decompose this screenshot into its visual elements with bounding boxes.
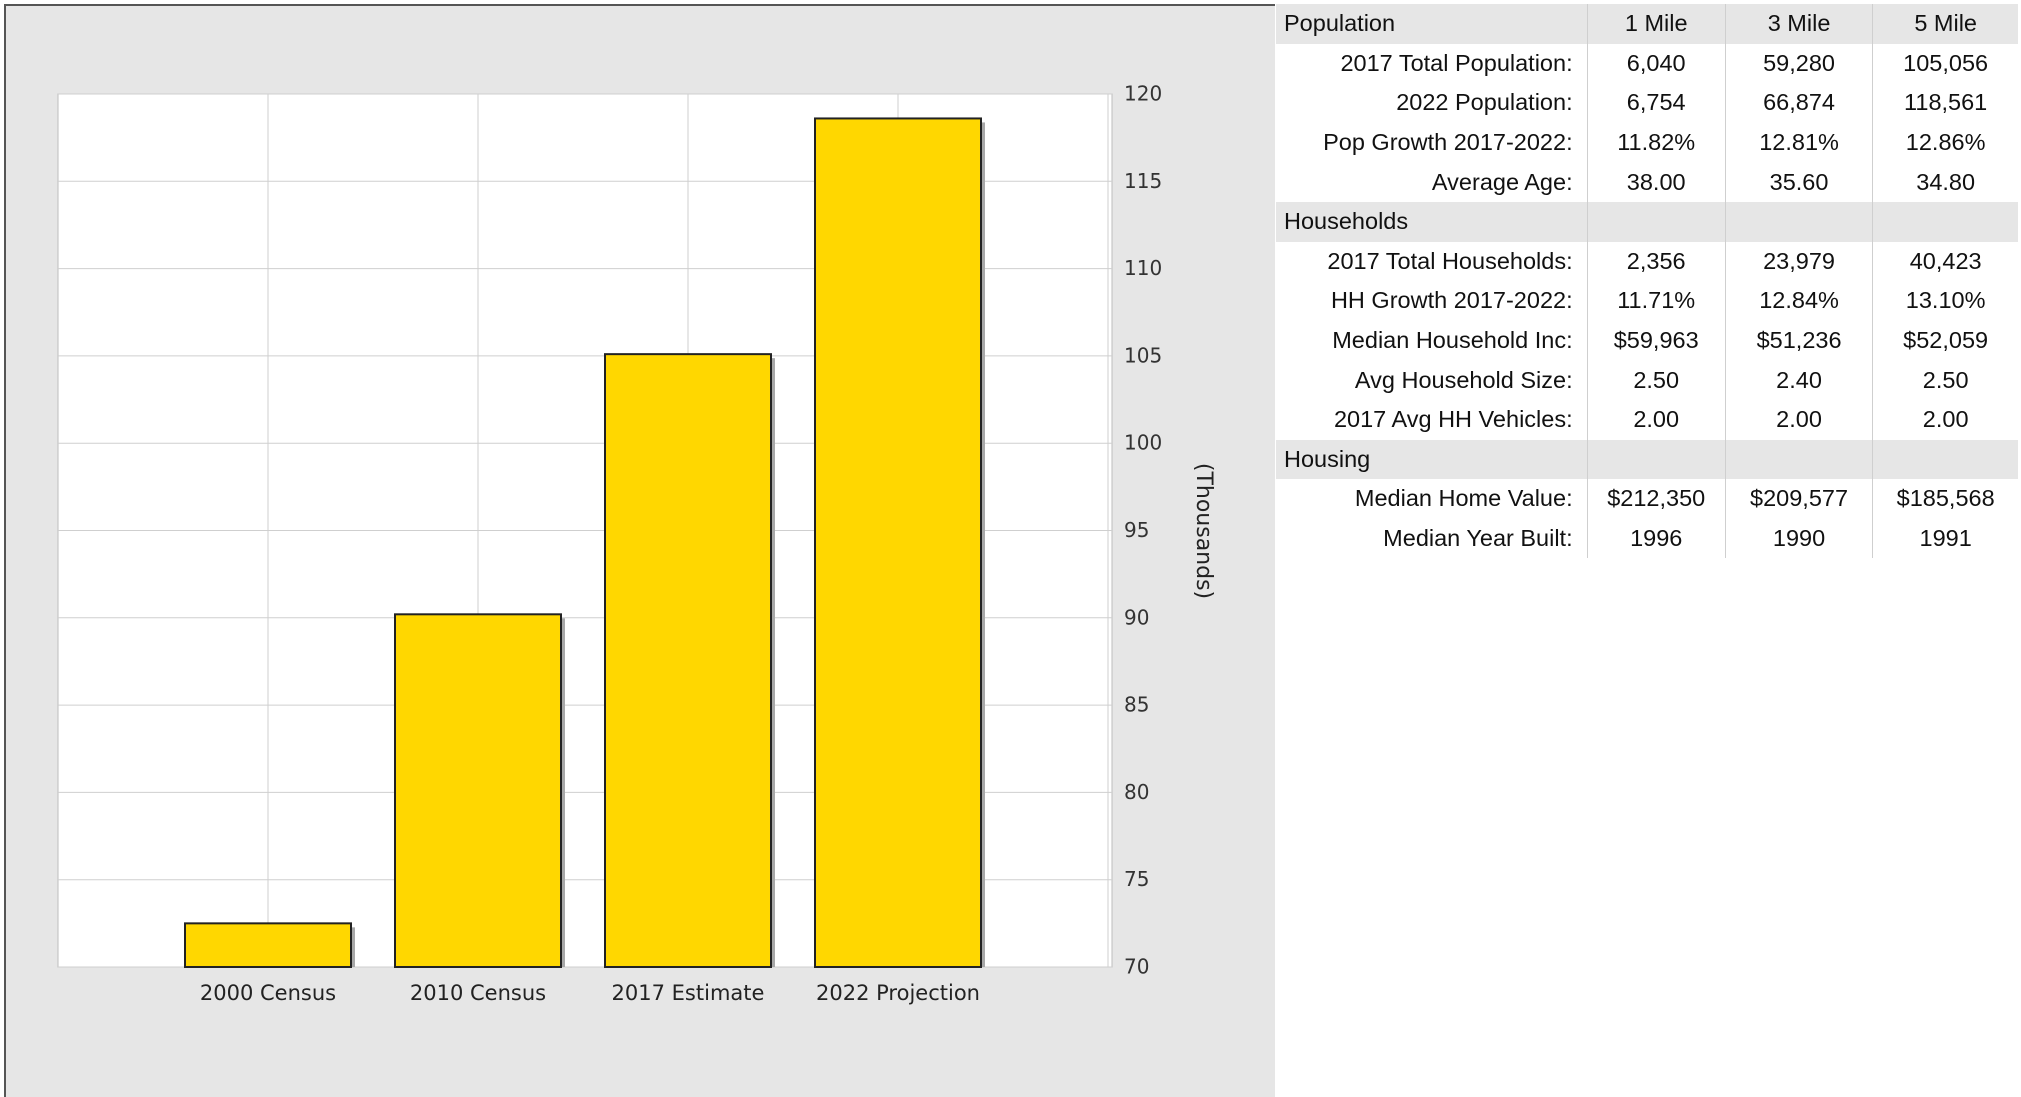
section-empty-cell xyxy=(1724,201,1873,242)
bar-2010-census xyxy=(394,613,562,968)
y-axis-ticks: 70 75 80 85 90 95 100 105 110 115 120 xyxy=(1124,82,1162,979)
cell-value: 12.81% xyxy=(1724,122,1873,163)
table-header-row: Population 1 Mile 3 Mile 5 Mile xyxy=(1276,4,2018,44)
x-tick-label: 2017 Estimate xyxy=(612,981,765,1005)
section-empty-cell xyxy=(1586,439,1726,480)
section-label: Housing xyxy=(1276,439,1588,480)
cell-value: $185,568 xyxy=(1872,479,2018,519)
cell-value: 2.00 xyxy=(1586,399,1726,440)
cell-value: 2.00 xyxy=(1724,399,1873,440)
row-label: 2017 Total Population: xyxy=(1340,49,1573,76)
section-empty-cell xyxy=(1724,439,1873,480)
section-row: Housing xyxy=(1276,439,2018,480)
row-label: Pop Growth 2017-2022: xyxy=(1323,129,1573,156)
bar-2017-estimate xyxy=(604,353,772,968)
cell-value: 35.60 xyxy=(1724,162,1873,202)
cell-value: 6,754 xyxy=(1586,83,1726,123)
y-tick-label: 120 xyxy=(1124,82,1162,106)
cell-value: $212,350 xyxy=(1586,479,1726,519)
table-row: 2017 Total Households: 2,356 23,979 40,423 xyxy=(1276,241,2018,282)
cell-value: $209,577 xyxy=(1724,479,1873,519)
demographics-table: Population 1 Mile 3 Mile 5 Mile 2017 Tot… xyxy=(1276,4,2018,559)
cell-value: 12.86% xyxy=(1872,122,2018,163)
table-row: Median Year Built: 1996 1990 1991 xyxy=(1276,518,2018,559)
cell-value: 118,561 xyxy=(1872,83,2018,123)
cell-value: 38.00 xyxy=(1586,162,1726,202)
table-row: 2022 Population: 6,754 66,874 118,561 xyxy=(1276,83,2018,123)
row-label: Average Age: xyxy=(1431,168,1573,195)
row-label: 2017 Avg HH Vehicles: xyxy=(1333,406,1573,433)
cell-value: 66,874 xyxy=(1724,83,1873,123)
y-tick-label: 70 xyxy=(1124,955,1149,979)
table-row: Avg Household Size: 2.50 2.40 2.50 xyxy=(1276,360,2018,400)
x-axis-labels: 2000 Census 2010 Census 2017 Estimate 2022 … xyxy=(200,981,980,1005)
cell-value: 40,423 xyxy=(1872,241,2018,282)
cell-value: $59,963 xyxy=(1586,320,1726,361)
y-tick-label: 90 xyxy=(1124,605,1149,629)
cell-value: 2.50 xyxy=(1872,360,2018,400)
cell-value: 1991 xyxy=(1872,518,2018,559)
table-row: Median Home Value: $212,350 $209,577 $185,5… xyxy=(1276,479,2018,519)
row-label: Median Year Built: xyxy=(1383,525,1573,552)
row-label: Median Household Inc: xyxy=(1332,327,1573,354)
column-header-1-mile: 1 Mile xyxy=(1586,4,1726,44)
y-tick-label: 110 xyxy=(1124,256,1162,280)
y-tick-label: 80 xyxy=(1124,780,1149,804)
section-empty-cell xyxy=(1586,201,1726,242)
row-label: Avg Household Size: xyxy=(1354,366,1573,393)
demographics-table-panel: Population 1 Mile 3 Mile 5 Mile 2017 Tot… xyxy=(1276,4,2021,559)
cell-value: 105,056 xyxy=(1872,43,2018,84)
cell-value: 2.00 xyxy=(1872,399,2018,440)
column-header-3-mile: 3 Mile xyxy=(1724,4,1873,44)
row-label: Median Home Value: xyxy=(1354,485,1573,512)
cell-value: 1996 xyxy=(1586,518,1726,559)
cell-value: 23,979 xyxy=(1724,241,1873,282)
cell-value: 11.82% xyxy=(1586,122,1726,163)
cell-value: 2,356 xyxy=(1586,241,1726,282)
bar-2000-census xyxy=(184,922,352,968)
section-label: Households xyxy=(1276,201,1588,242)
cell-value: $52,059 xyxy=(1872,320,2018,361)
column-header-5-mile: 5 Mile xyxy=(1872,4,2018,44)
x-tick-label: 2010 Census xyxy=(410,981,546,1005)
table-row: 2017 Total Population: 6,040 59,280 105,056 xyxy=(1276,43,2018,84)
x-tick-label: 2022 Projection xyxy=(816,981,980,1005)
bars xyxy=(184,117,985,969)
x-tick-label: 2000 Census xyxy=(200,981,336,1005)
row-label: 2022 Population: xyxy=(1396,89,1573,116)
cell-value: 2.50 xyxy=(1586,360,1726,400)
y-tick-label: 105 xyxy=(1124,343,1162,367)
row-label: 2017 Total Households: xyxy=(1327,247,1573,274)
section-population: Population xyxy=(1276,4,1588,44)
bar-2022-projection xyxy=(814,117,982,969)
cell-value: 6,040 xyxy=(1586,43,1726,84)
cell-value: 59,280 xyxy=(1724,43,1873,84)
y-tick-label: 85 xyxy=(1124,693,1149,717)
table-row: Pop Growth 2017-2022: 11.82% 12.81% 12.86% xyxy=(1276,122,2018,163)
table-row: HH Growth 2017-2022: 11.71% 12.84% 13.10% xyxy=(1276,281,2018,321)
table-row: 2017 Avg HH Vehicles: 2.00 2.00 2.00 xyxy=(1276,399,2018,440)
y-tick-label: 115 xyxy=(1124,169,1162,193)
table-row: Median Household Inc: $59,963 $51,236 $52,0… xyxy=(1276,320,2018,361)
table-row: Average Age: 38.00 35.60 34.80 xyxy=(1276,162,2018,202)
row-label: HH Growth 2017-2022: xyxy=(1330,287,1573,314)
y-tick-label: 100 xyxy=(1124,431,1162,455)
cell-value: $51,236 xyxy=(1724,320,1873,361)
y-tick-label: 75 xyxy=(1124,867,1149,891)
section-empty-cell xyxy=(1872,439,2018,480)
section-row: Households xyxy=(1276,201,2018,242)
section-empty-cell xyxy=(1872,201,2018,242)
y-axis-title: (Thousands) xyxy=(1191,463,1216,599)
cell-value: 2.40 xyxy=(1724,360,1873,400)
cell-value: 11.71% xyxy=(1586,281,1726,321)
y-tick-label: 95 xyxy=(1124,518,1149,542)
cell-value: 13.10% xyxy=(1872,281,2018,321)
cell-value: 12.84% xyxy=(1724,281,1873,321)
cell-value: 1990 xyxy=(1724,518,1873,559)
cell-value: 34.80 xyxy=(1872,162,2018,202)
chart-panel: 70 75 80 85 90 95 100 105 110 115 120 2000 Census 2… xyxy=(4,4,1275,1097)
